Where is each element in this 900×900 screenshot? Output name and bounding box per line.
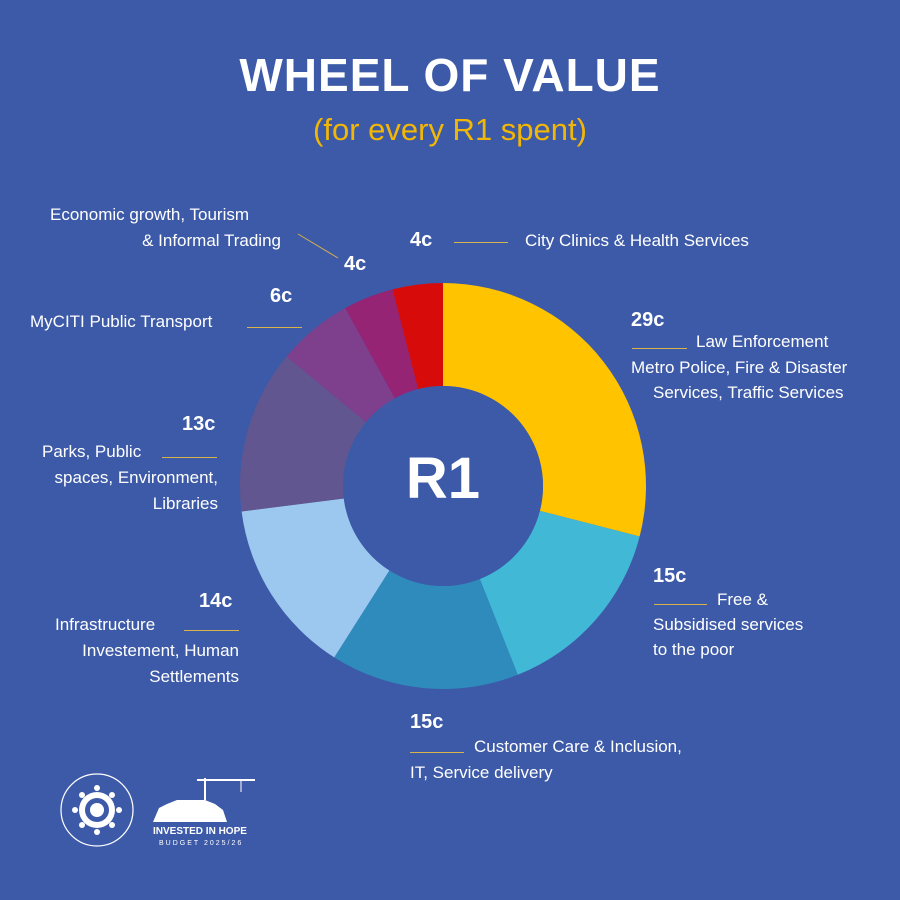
value-label-myciti: 6c xyxy=(270,285,293,307)
slice-label-economic-growth-2: & Informal Trading xyxy=(142,231,281,250)
donut-slice-parks xyxy=(240,356,366,512)
slice-label-parks-1: Parks, Public xyxy=(42,442,142,461)
donut-slice-infrastructure xyxy=(241,498,390,658)
value-label-city-clinics: 4c xyxy=(410,229,433,251)
value-label-parks: 13c xyxy=(182,413,216,435)
value-label-economic-growth: 4c xyxy=(344,253,367,275)
donut-slice-subsidised-services xyxy=(479,510,640,675)
chart-subtitle: (for every R1 spent) xyxy=(313,112,587,147)
slice-label-parks-3: Libraries xyxy=(152,494,218,513)
leader-line-infrastructure xyxy=(184,630,239,631)
city-of-cape-town-seal xyxy=(60,773,134,847)
value-label-infrastructure: 14c xyxy=(199,590,233,612)
center-label: R1 xyxy=(405,446,481,511)
slice-label-parks-2: spaces, Environment, xyxy=(54,468,218,487)
leader-line-law-enforcement xyxy=(632,348,687,349)
slice-label-customer-care-1: Customer Care & Inclusion, xyxy=(474,737,682,756)
slice-label-economic-growth-1: Economic growth, Tourism xyxy=(50,205,250,224)
slice-label-law-enforcement-1: Law Enforcement xyxy=(696,332,829,351)
slice-label-law-enforcement-2: Metro Police, Fire & Disaster xyxy=(631,358,848,377)
slice-label-infrastructure-2: Investement, Human xyxy=(82,641,239,660)
donut-slice-law-enforcement xyxy=(443,283,646,537)
leader-line-city-clinics xyxy=(454,242,508,243)
leader-line-customer-care xyxy=(410,752,464,753)
leader-line-myciti xyxy=(247,327,302,328)
slice-label-law-enforcement-3: Services, Traffic Services xyxy=(653,383,844,402)
slice-label-subsidised-services-3: to the poor xyxy=(653,640,735,659)
slice-label-infrastructure-3: Settlements xyxy=(149,667,239,686)
slice-label-customer-care-2: IT, Service delivery xyxy=(410,763,553,782)
donut-slice-myciti xyxy=(286,308,395,423)
slice-label-subsidised-services-2: Subsidised services xyxy=(653,615,804,634)
chart-title: WHEEL OF VALUE xyxy=(239,49,661,101)
svg-text:BUDGET 2025/26: BUDGET 2025/26 xyxy=(159,840,243,847)
value-label-law-enforcement: 29c xyxy=(631,309,665,331)
donut-slice-city-clinics xyxy=(392,283,443,390)
value-label-subsidised-services: 15c xyxy=(653,565,687,587)
invested-in-hope-logo: INVESTED IN HOPE BUDGET 2025/26 xyxy=(153,778,255,847)
donut-slice-economic-growth xyxy=(345,289,419,399)
value-label-customer-care: 15c xyxy=(410,711,444,733)
donut-slice-customer-care xyxy=(334,570,518,689)
slice-label-myciti: MyCITI Public Transport xyxy=(30,312,213,331)
slice-label-city-clinics: City Clinics & Health Services xyxy=(525,231,749,250)
logo-area: INVESTED IN HOPE BUDGET 2025/26 xyxy=(55,770,275,865)
leader-line-subsidised-services xyxy=(654,604,707,605)
slice-label-infrastructure-1: Infrastructure xyxy=(55,615,156,634)
city-logos: INVESTED IN HOPE BUDGET 2025/26 xyxy=(60,773,255,847)
leader-line-parks xyxy=(162,457,217,458)
donut-hole xyxy=(343,386,543,586)
svg-text:INVESTED IN HOPE: INVESTED IN HOPE xyxy=(153,826,247,837)
slice-label-subsidised-services-1: Free & xyxy=(717,590,769,609)
